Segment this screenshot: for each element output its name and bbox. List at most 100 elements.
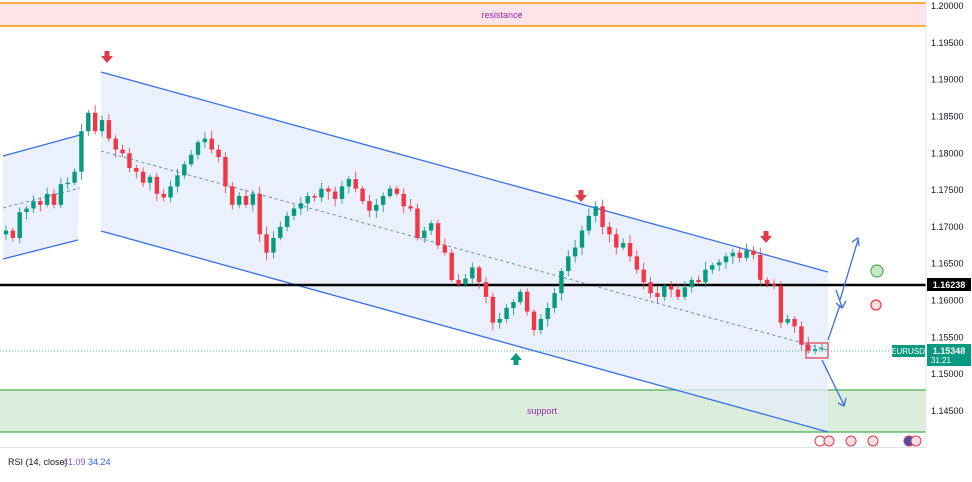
candle-body[interactable] <box>209 138 214 150</box>
channel-lower-line[interactable] <box>100 230 829 433</box>
candle-body[interactable] <box>312 195 317 198</box>
candle-body[interactable] <box>332 191 338 199</box>
candle-body[interactable] <box>566 256 571 272</box>
candle-body[interactable] <box>682 287 688 297</box>
candle-body[interactable] <box>284 215 290 227</box>
candle-body[interactable] <box>428 223 434 231</box>
candle-body[interactable] <box>58 184 64 205</box>
candle-body[interactable] <box>380 195 386 205</box>
candle-body[interactable] <box>72 171 77 183</box>
candle-body[interactable] <box>422 230 427 238</box>
candle-body[interactable] <box>518 291 523 303</box>
candle-body[interactable] <box>538 318 544 330</box>
candle-body[interactable] <box>449 252 454 280</box>
candle-body[interactable] <box>758 254 763 280</box>
candle-body[interactable] <box>744 250 749 258</box>
candle-body[interactable] <box>346 179 352 187</box>
candle-body[interactable] <box>216 149 221 157</box>
candle-body[interactable] <box>195 142 201 155</box>
candle-body[interactable] <box>545 307 550 319</box>
candle-body[interactable] <box>230 186 235 205</box>
candle-body[interactable] <box>572 247 578 257</box>
candle-body[interactable] <box>710 265 715 270</box>
candle-body[interactable] <box>593 206 598 216</box>
candle-body[interactable] <box>751 250 756 255</box>
price-axis[interactable]: 1.20000 1.19500 1.19000 1.18500 1.18000 1.175… <box>931 1 964 416</box>
candle-body[interactable] <box>161 193 166 198</box>
candle-body[interactable] <box>812 349 818 351</box>
candle-body[interactable] <box>236 195 242 205</box>
candle-body[interactable] <box>771 284 777 286</box>
candle-body[interactable] <box>655 293 660 297</box>
candle-body[interactable] <box>531 311 537 330</box>
candle-body[interactable] <box>264 234 269 253</box>
channel-upper-line[interactable] <box>100 71 829 273</box>
candle-body[interactable] <box>99 120 105 132</box>
candle-body[interactable] <box>367 201 372 211</box>
candle-body[interactable] <box>819 348 825 350</box>
candle-body[interactable] <box>339 186 345 199</box>
candle-body[interactable] <box>552 293 557 308</box>
candle-body[interactable] <box>86 112 91 132</box>
candle-body[interactable] <box>524 291 530 312</box>
candle-body[interactable] <box>305 195 310 204</box>
candle-body[interactable] <box>387 188 393 196</box>
candle-body[interactable] <box>278 226 283 238</box>
candle-body[interactable] <box>79 131 84 172</box>
candles[interactable] <box>3 104 825 355</box>
candle-body[interactable] <box>168 186 173 198</box>
candle-body[interactable] <box>51 193 57 205</box>
candle-body[interactable] <box>319 188 324 198</box>
prior-channel-lower-line[interactable] <box>2 239 79 260</box>
candle-body[interactable] <box>785 318 790 323</box>
candle-body[interactable] <box>147 176 153 183</box>
candle-body[interactable] <box>792 318 797 327</box>
candle-body[interactable] <box>799 326 804 345</box>
candle-body[interactable] <box>497 318 502 323</box>
candle-body[interactable] <box>106 120 112 139</box>
event-icon[interactable] <box>867 435 879 447</box>
candle-body[interactable] <box>243 195 249 205</box>
event-icon[interactable] <box>845 435 857 447</box>
candle-body[interactable] <box>353 179 358 189</box>
candle-body[interactable] <box>668 285 674 290</box>
candle-body[interactable] <box>175 175 180 187</box>
candle-body[interactable] <box>24 208 29 213</box>
candle-body[interactable] <box>579 230 585 248</box>
candle-body[interactable] <box>17 212 22 238</box>
candle-body[interactable] <box>3 230 9 235</box>
candle-body[interactable] <box>326 188 331 192</box>
candle-body[interactable] <box>360 188 365 202</box>
candle-body[interactable] <box>511 302 516 308</box>
candle-body[interactable] <box>38 201 43 205</box>
candle-body[interactable] <box>442 245 448 253</box>
candle-body[interactable] <box>778 285 784 323</box>
candle-body[interactable] <box>703 269 708 283</box>
candle-body[interactable] <box>257 193 262 235</box>
event-icon[interactable] <box>823 435 835 447</box>
candle-body[interactable] <box>600 206 605 227</box>
candle-body[interactable] <box>202 138 208 143</box>
candle-body[interactable] <box>483 282 489 297</box>
candle-body[interactable] <box>723 256 729 263</box>
candle-body[interactable] <box>730 252 736 257</box>
candle-body[interactable] <box>113 138 118 150</box>
candle-body[interactable] <box>250 193 256 205</box>
candle-body[interactable] <box>374 204 379 211</box>
economic-event-icons[interactable] <box>814 435 922 447</box>
candle-body[interactable] <box>182 164 187 176</box>
candle-body[interactable] <box>92 112 98 132</box>
candle-body[interactable] <box>675 289 681 297</box>
prior-channel-upper-line[interactable] <box>2 134 81 157</box>
candle-body[interactable] <box>634 256 640 270</box>
candle-body[interactable] <box>154 176 160 194</box>
candle-body[interactable] <box>463 278 468 285</box>
candle-body[interactable] <box>716 262 722 266</box>
candle-body[interactable] <box>127 153 132 168</box>
candle-body[interactable] <box>298 203 304 209</box>
candle-body[interactable] <box>648 282 653 294</box>
candle-body[interactable] <box>641 269 646 283</box>
candle-body[interactable] <box>120 149 125 154</box>
